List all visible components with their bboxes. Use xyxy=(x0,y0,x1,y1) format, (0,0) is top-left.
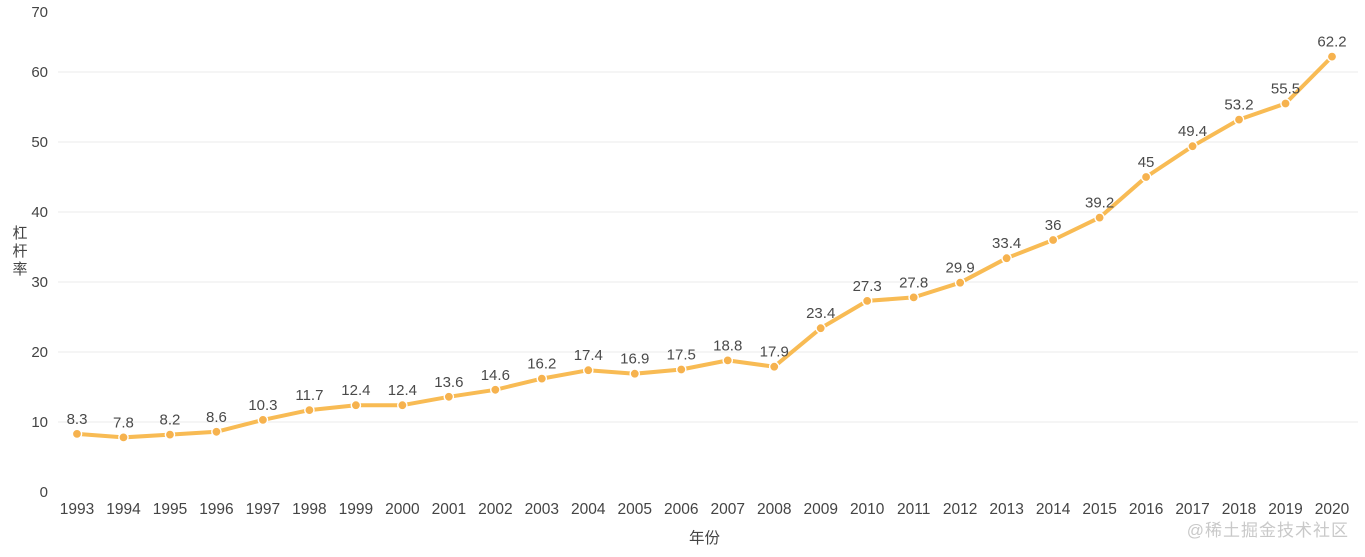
x-axis-tick-label: 2008 xyxy=(757,501,791,518)
x-axis-tick-label: 2018 xyxy=(1222,501,1256,518)
data-label: 33.4 xyxy=(992,235,1021,252)
data-label: 29.9 xyxy=(946,260,975,277)
data-label: 13.6 xyxy=(434,374,463,391)
data-point xyxy=(211,426,222,438)
x-axis-tick-label: 2016 xyxy=(1129,501,1163,518)
y-axis-tick-label: 70 xyxy=(31,4,48,21)
data-label: 11.7 xyxy=(295,387,323,404)
data-point xyxy=(118,432,129,443)
data-label: 7.8 xyxy=(113,414,134,431)
data-label: 8.6 xyxy=(206,409,227,426)
x-axis-tick-label: 2014 xyxy=(1036,501,1071,518)
data-point xyxy=(536,373,548,384)
data-point xyxy=(397,399,408,411)
y-axis-tick-label: 10 xyxy=(31,414,48,431)
data-point xyxy=(490,384,501,396)
data-label: 27.8 xyxy=(899,274,928,291)
data-label: 45 xyxy=(1138,154,1155,171)
y-axis-tick-label: 30 xyxy=(31,274,48,291)
data-label: 39.2 xyxy=(1085,195,1114,212)
data-label: 16.2 xyxy=(527,356,556,373)
data-label: 49.4 xyxy=(1178,123,1207,140)
data-point xyxy=(954,277,966,289)
series-line xyxy=(75,54,1334,440)
data-point xyxy=(443,391,455,403)
x-axis-tick-label: 2006 xyxy=(664,501,698,518)
data-point xyxy=(1001,252,1012,264)
data-label: 23.4 xyxy=(806,305,835,322)
data-point xyxy=(1094,212,1105,223)
x-axis-tick-label: 1998 xyxy=(292,501,326,518)
x-axis-tick-label: 2000 xyxy=(385,501,420,518)
y-axis-tick-label: 0 xyxy=(40,484,48,501)
x-axis-tick-label: 2013 xyxy=(989,501,1023,518)
x-axis-tick-label: 1993 xyxy=(60,501,94,518)
x-axis-tick-label: 1994 xyxy=(106,501,141,518)
x-axis-tick-label: 2011 xyxy=(897,501,930,518)
data-point xyxy=(815,322,827,334)
data-point xyxy=(257,414,269,426)
x-axis-tick-label: 2001 xyxy=(432,501,466,518)
data-label: 17.5 xyxy=(667,347,696,364)
y-axis-tick-label: 40 xyxy=(31,204,48,221)
x-axis-tick-label: 2004 xyxy=(571,501,606,518)
data-point xyxy=(1233,114,1245,125)
x-axis-tick-label: 1997 xyxy=(246,501,280,518)
data-label: 12.4 xyxy=(388,382,417,399)
data-point xyxy=(1326,51,1338,62)
data-point xyxy=(71,428,83,440)
x-axis-tick-label: 2019 xyxy=(1268,501,1302,518)
x-axis-tick-label: 2005 xyxy=(618,501,652,518)
data-point xyxy=(629,368,641,380)
data-label: 14.6 xyxy=(481,367,510,384)
data-label: 16.9 xyxy=(620,351,649,368)
x-axis-tick-label: 1995 xyxy=(153,501,187,518)
data-point xyxy=(722,355,734,366)
data-label: 62.2 xyxy=(1317,34,1346,51)
data-label: 8.3 xyxy=(67,411,88,428)
x-axis-tick-label: 2020 xyxy=(1315,501,1350,518)
y-axis-tick-label: 20 xyxy=(31,344,48,361)
data-point xyxy=(582,364,594,376)
data-point xyxy=(861,295,873,307)
y-axis-tick-label: 60 xyxy=(31,64,48,81)
data-label: 17.9 xyxy=(760,344,789,361)
y-axis-tick-label: 50 xyxy=(31,134,48,151)
data-point xyxy=(1047,234,1059,246)
y-axis-title: 率 xyxy=(12,261,27,278)
data-point xyxy=(908,292,919,303)
data-point xyxy=(675,364,687,375)
x-axis-tick-label: 2003 xyxy=(525,501,559,518)
x-axis-tick-label: 1999 xyxy=(339,501,373,518)
data-point xyxy=(1140,171,1152,183)
x-axis-tick-label: 1996 xyxy=(199,501,233,518)
data-label: 8.2 xyxy=(160,412,181,429)
data-label: 10.3 xyxy=(248,397,277,414)
data-label: 18.8 xyxy=(713,337,742,354)
x-axis-tick-label: 2017 xyxy=(1175,501,1209,518)
data-label: 36 xyxy=(1045,217,1062,234)
data-label: 17.4 xyxy=(574,347,603,364)
x-axis-tick-label: 2007 xyxy=(710,501,744,518)
x-axis-tick-label: 2009 xyxy=(803,501,837,518)
data-label: 55.5 xyxy=(1271,81,1300,98)
data-label: 53.2 xyxy=(1224,97,1253,114)
data-point xyxy=(350,399,362,411)
data-point xyxy=(1187,140,1198,152)
x-axis-tick-label: 2010 xyxy=(850,501,885,518)
x-axis-tick-label: 2002 xyxy=(478,501,512,518)
data-point xyxy=(768,361,780,373)
data-point xyxy=(164,429,176,440)
data-label: 27.3 xyxy=(853,278,882,295)
data-point xyxy=(304,404,315,416)
x-axis-tick-label: 2015 xyxy=(1082,501,1116,518)
x-axis-tick-label: 2012 xyxy=(943,501,977,518)
y-axis-title: 杆 xyxy=(12,243,27,260)
y-axis-title: 杠 xyxy=(12,225,27,242)
data-label: 12.4 xyxy=(341,382,370,399)
x-axis-title: 年份 xyxy=(689,529,721,547)
data-point xyxy=(1280,98,1291,109)
